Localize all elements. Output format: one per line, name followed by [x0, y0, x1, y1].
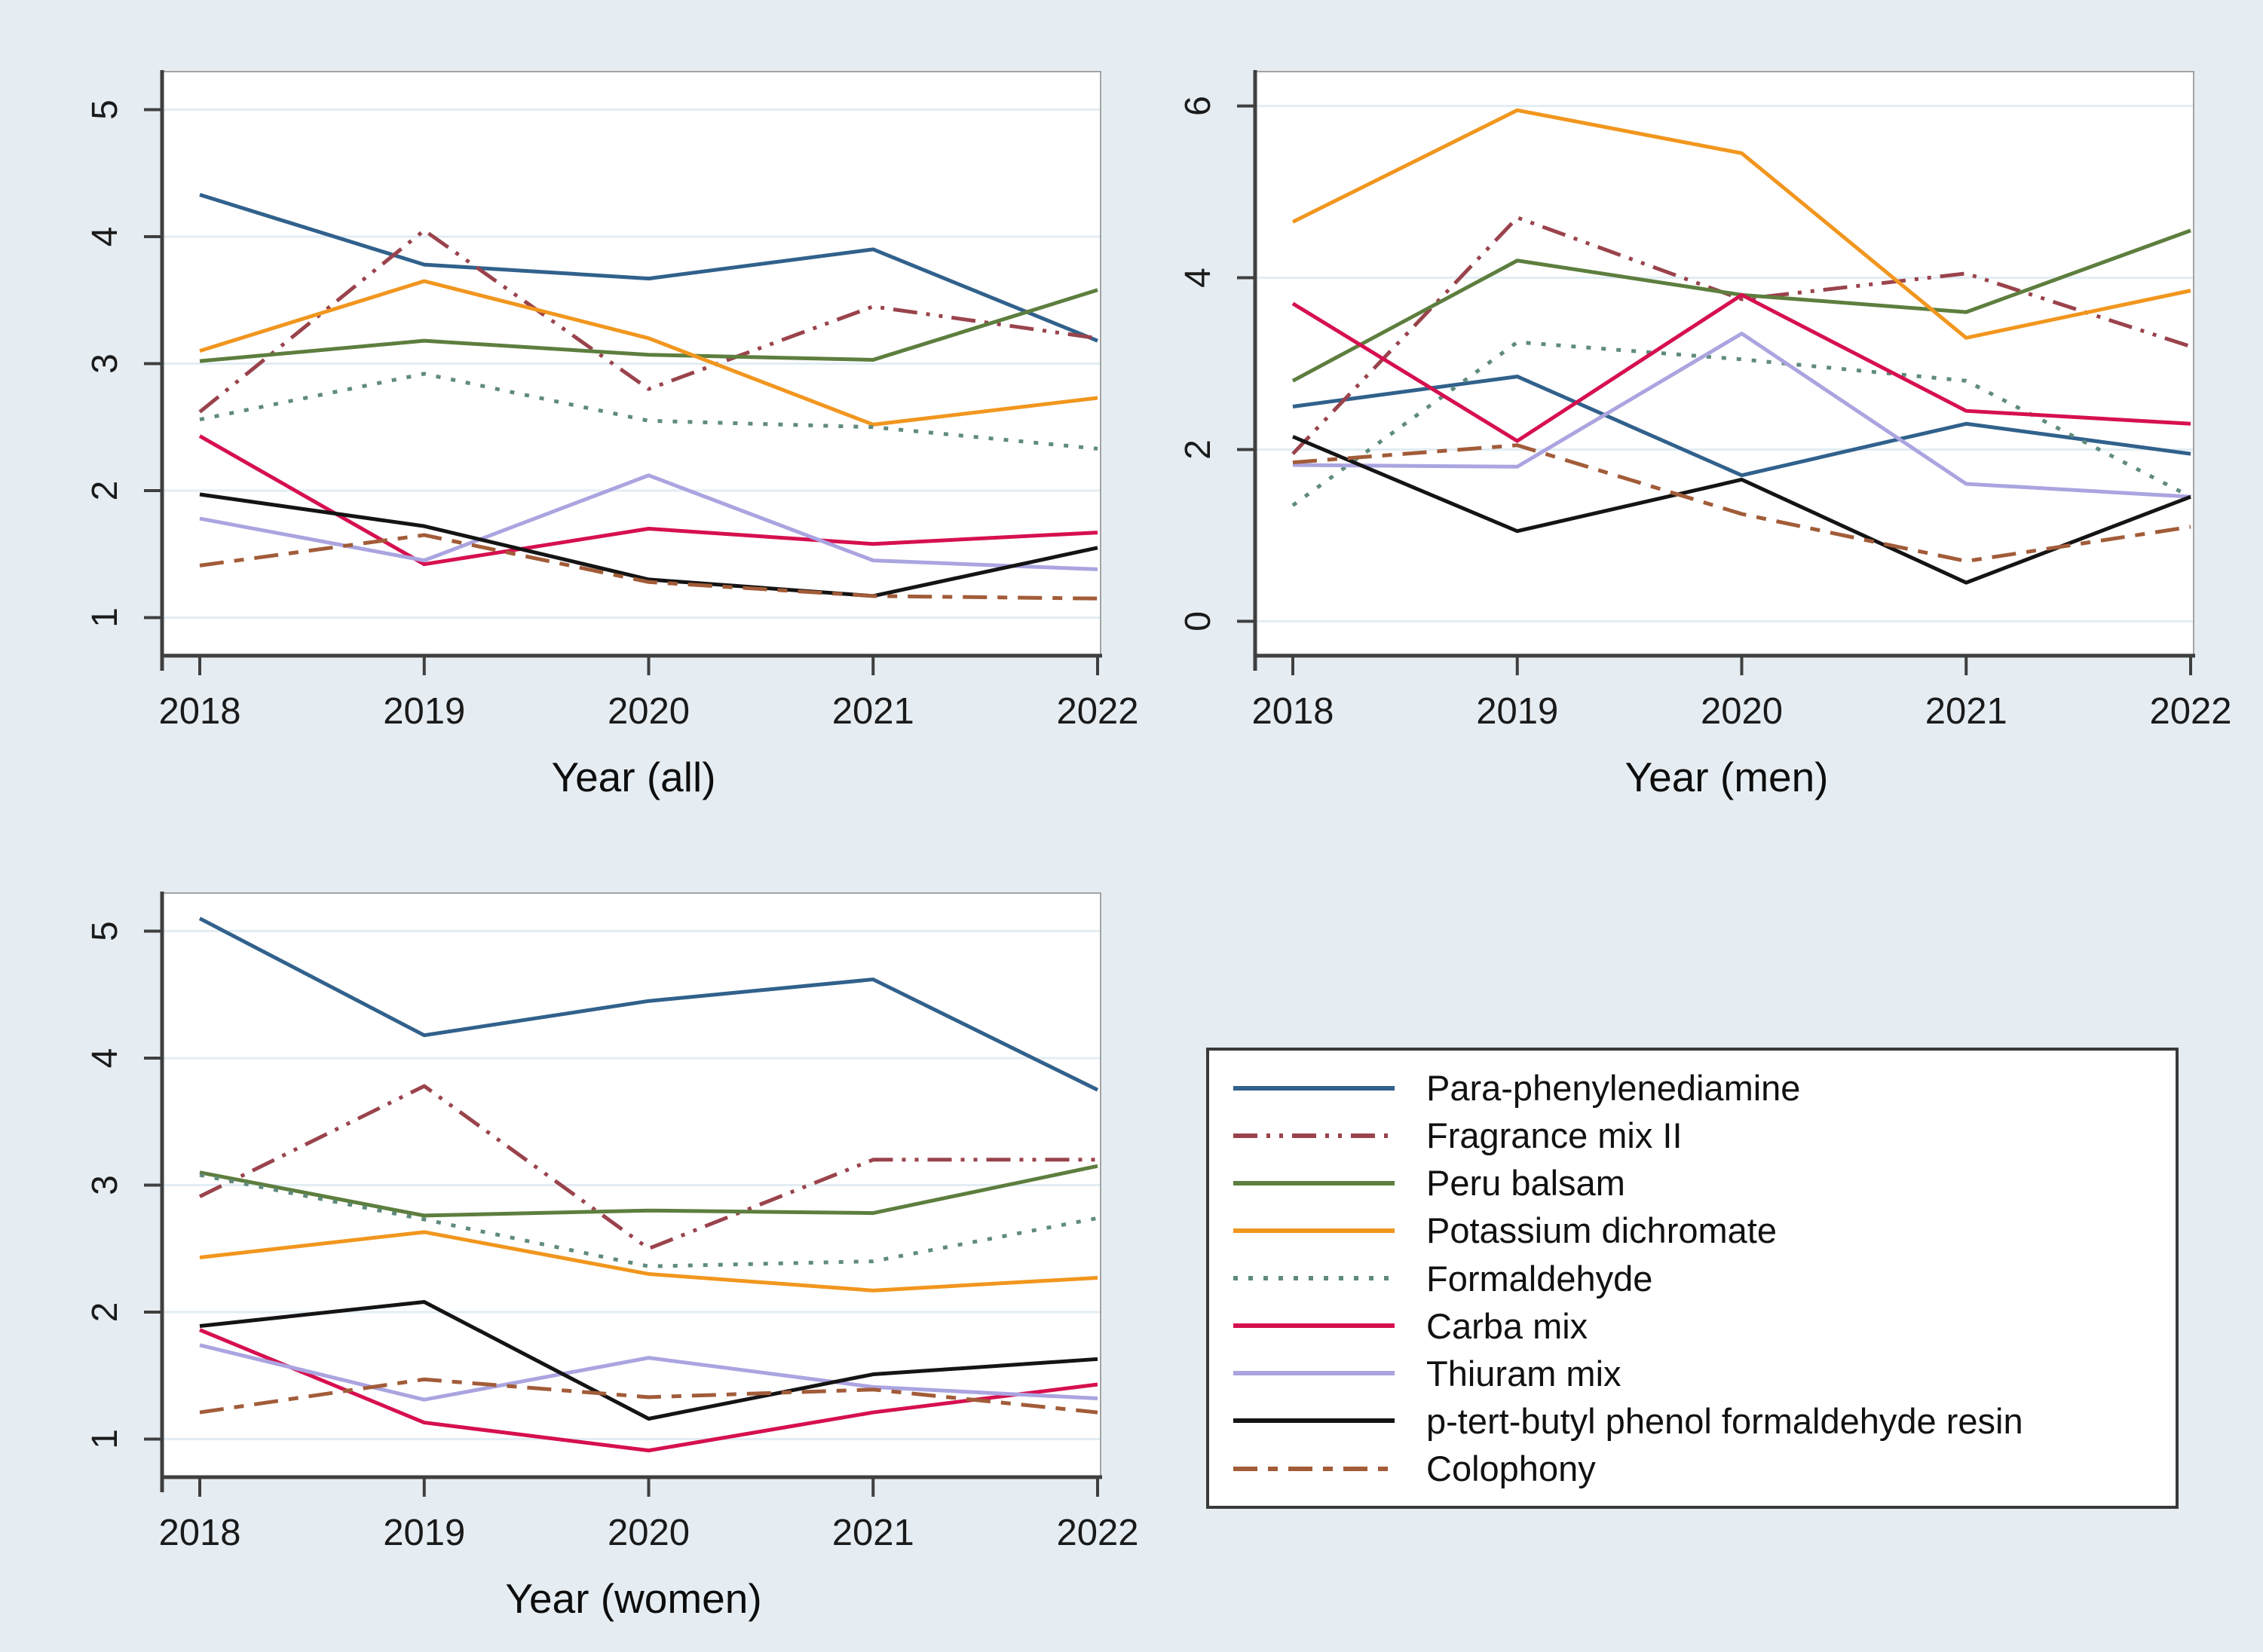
- series-line-thiuram-mix: [199, 1343, 1098, 1402]
- legend-item-fragrance-mix-ii: Fragrance mix II: [1232, 1118, 2153, 1153]
- legend-line-fragrance-mix-ii-icon: [1233, 1133, 1395, 1138]
- y-tick-label: 4: [1178, 268, 1218, 288]
- series-line-peru-balsam: [1291, 228, 2191, 383]
- legend-item-label: Fragrance mix II: [1426, 1115, 1683, 1156]
- x-tick-label: 2018: [158, 1513, 240, 1553]
- y-tick-label: 5: [85, 921, 125, 941]
- y-tick-label: 4: [85, 1048, 125, 1069]
- x-tick-label: 2020: [608, 691, 690, 732]
- series-line-colophony: [199, 533, 1098, 601]
- x-axis-title: Year (all): [551, 754, 715, 800]
- legend-line-colophony-icon: [1233, 1466, 1395, 1471]
- series-line-formaldehyde: [199, 372, 1098, 451]
- series-line-peru-balsam: [199, 1164, 1098, 1218]
- x-tick-label: 2019: [1476, 691, 1558, 732]
- legend-item-carba-mix: Carba mix: [1232, 1308, 2153, 1344]
- y-tick-label: 1: [85, 607, 125, 628]
- series-line-p-tert-butyl-phenol-formaldehyde-resin: [1292, 435, 2191, 585]
- y-tick-label: 4: [85, 227, 125, 247]
- plot-area: 0 2 4 6 2018 2019 2020 2021 2022 Year (men): [1178, 70, 2232, 800]
- y-tick-label: 6: [1178, 96, 1218, 116]
- chart-year-all: 1 2 3 4 5 2018 2019 2020 2021 2022 Year (all): [85, 70, 1139, 800]
- legend-item-label: Potassium dichromate: [1426, 1210, 1777, 1251]
- legend-line-potassium-dichromate-icon: [1233, 1228, 1395, 1233]
- legend-line-para-phenylenediamine-icon: [1233, 1085, 1395, 1091]
- x-axis-title: Year (women): [505, 1575, 761, 1622]
- legend-item-label: Peru balsam: [1426, 1163, 1625, 1204]
- series-line-p-tert-butyl-phenol-formaldehyde-resin: [199, 1300, 1098, 1421]
- y-tick-label: 3: [85, 1175, 125, 1195]
- x-tick-label: 2022: [1056, 1513, 1138, 1553]
- series-line-carba-mix: [1291, 292, 2191, 443]
- x-tick-label: 2021: [832, 691, 914, 732]
- legend-item-label: Formaldehyde: [1426, 1258, 1653, 1299]
- series-line-fragrance-mix-ii: [198, 228, 1098, 414]
- legend-item-ptbp-resin: p-tert-butyl phenol formaldehyde resin: [1232, 1403, 2153, 1439]
- legend-item-potassium-dichromate: Potassium dichromate: [1232, 1213, 2153, 1248]
- legend-item-para-phenylenediamine: Para-phenylenediamine: [1232, 1070, 2153, 1106]
- legend-item-peru-balsam: Peru balsam: [1232, 1165, 2153, 1201]
- y-tick-label: 5: [85, 99, 125, 120]
- series-line-potassium-dichromate: [199, 1230, 1098, 1293]
- x-tick-label: 2021: [832, 1513, 914, 1553]
- x-axis-title: Year (men): [1625, 754, 1828, 800]
- chart-year-women: 1 2 3 4 5 2018 2019 2020 2021 2022 Year (women): [85, 892, 1139, 1622]
- x-tick-label: 2020: [1701, 691, 1783, 732]
- series-line-thiuram-mix: [1292, 332, 2191, 499]
- x-tick-label: 2018: [158, 691, 240, 732]
- legend-item-label: Para-phenylenediamine: [1426, 1068, 1801, 1108]
- legend-item-label: Colophony: [1426, 1449, 1596, 1488]
- series-line-fragrance-mix-ii: [1291, 216, 2191, 455]
- legend-item-label: Thiuram mix: [1426, 1353, 1621, 1393]
- series-line-fragrance-mix-ii: [198, 1084, 1098, 1251]
- chart-year-men: 0 2 4 6 2018 2019 2020 2021 2022 Year (men): [1178, 70, 2232, 800]
- y-tick-label: 0: [1178, 611, 1218, 632]
- plot-border: [1254, 71, 2194, 656]
- x-tick-label: 2019: [383, 1513, 465, 1553]
- legend-line-formaldehyde-icon: [1233, 1276, 1395, 1280]
- series-line-formaldehyde: [199, 1173, 1098, 1268]
- y-tick-label: 1: [85, 1429, 125, 1449]
- series-line-para-phenylenediamine: [199, 193, 1098, 343]
- y-tick-label: 2: [85, 481, 125, 501]
- x-tick-label: 2022: [1056, 691, 1138, 732]
- plot-area: 1 2 3 4 5 2018 2019 2020 2021 2022 Year (all): [85, 70, 1139, 800]
- legend-line-carba-mix-icon: [1233, 1323, 1395, 1329]
- y-tick-label: 3: [85, 353, 125, 374]
- x-tick-label: 2019: [383, 691, 465, 732]
- legend-item-label: Carba mix: [1426, 1305, 1588, 1346]
- x-tick-label: 2020: [608, 1513, 690, 1553]
- legend: Para-phenylenediamine Fragrance mix II P…: [1206, 1048, 2179, 1509]
- series-line-carba-mix: [198, 434, 1098, 567]
- series-line-thiuram-mix: [199, 473, 1098, 571]
- legend-item-colophony: Colophony: [1232, 1451, 2153, 1486]
- plot-area: 1 2 3 4 5 2018 2019 2020 2021 2022 Year (women): [85, 892, 1139, 1622]
- series-line-p-tert-butyl-phenol-formaldehyde-resin: [199, 492, 1098, 598]
- legend-item-thiuram-mix: Thiuram mix: [1232, 1356, 2153, 1391]
- legend-item-formaldehyde: Formaldehyde: [1232, 1261, 2153, 1296]
- legend-line-thiuram-mix-icon: [1233, 1371, 1395, 1376]
- series-line-para-phenylenediamine: [1292, 375, 2191, 478]
- series-line-peru-balsam: [199, 288, 1098, 363]
- series-line-potassium-dichromate: [199, 279, 1098, 427]
- series-line-colophony: [199, 1377, 1098, 1415]
- x-tick-label: 2021: [1925, 691, 2007, 732]
- series-line-colophony: [1292, 443, 2191, 564]
- series-line-potassium-dichromate: [1291, 108, 2191, 340]
- y-tick-label: 2: [1178, 439, 1218, 460]
- series-line-para-phenylenediamine: [198, 916, 1099, 1092]
- legend-item-label: p-tert-butyl phenol formaldehyde resin: [1426, 1400, 2023, 1441]
- legend-line-peru-balsam-icon: [1233, 1180, 1395, 1185]
- legend-line-ptbp-resin-icon: [1233, 1418, 1395, 1424]
- x-tick-label: 2022: [2149, 691, 2231, 732]
- y-tick-label: 2: [85, 1302, 125, 1323]
- x-tick-label: 2018: [1251, 691, 1334, 732]
